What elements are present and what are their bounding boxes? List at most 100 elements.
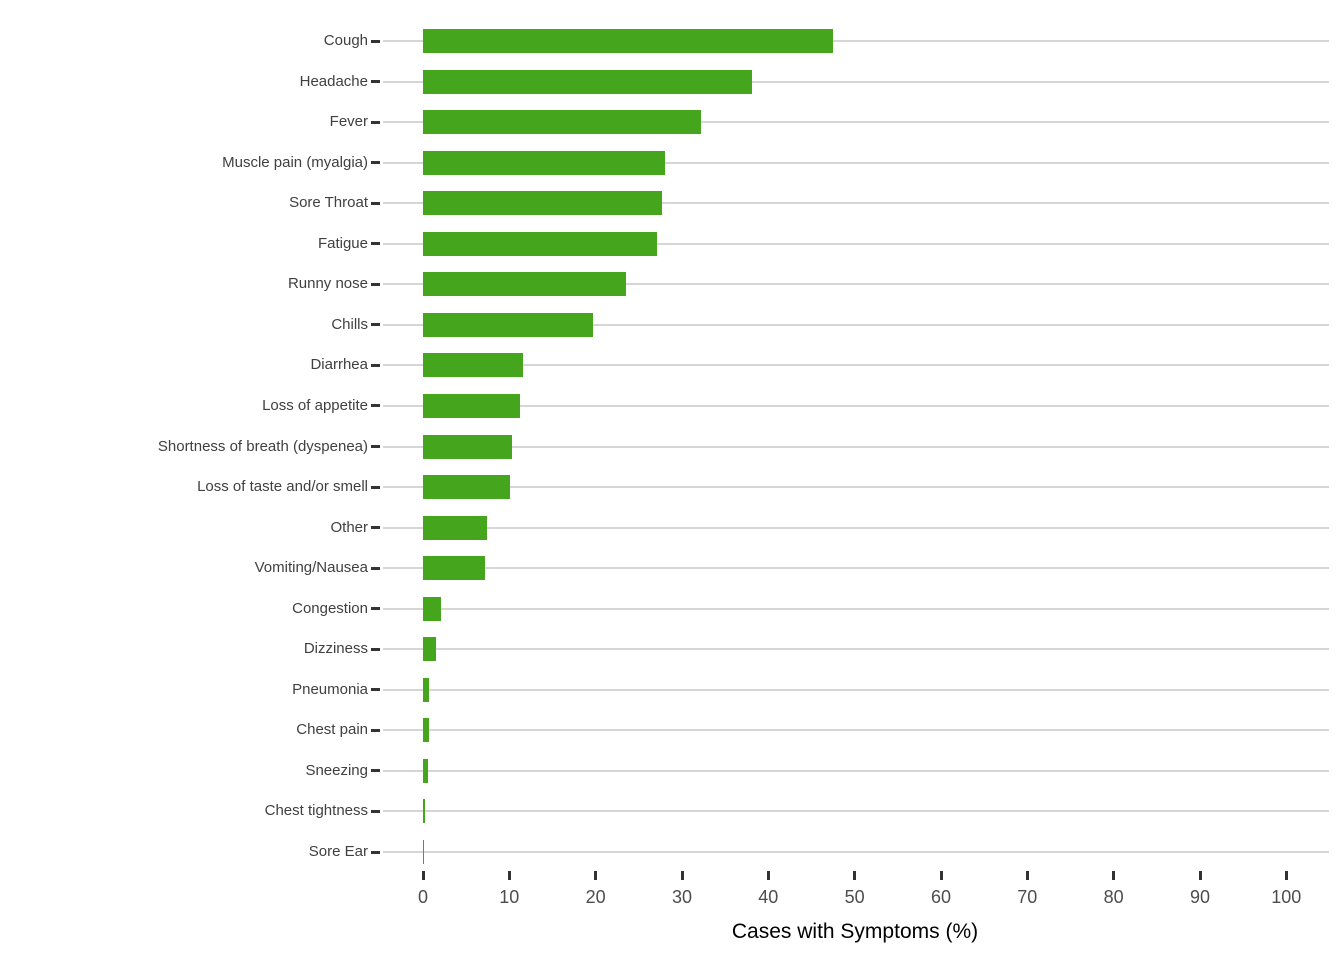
bar xyxy=(423,718,429,743)
x-axis-tick-label: 10 xyxy=(499,887,520,907)
bar xyxy=(423,758,428,783)
x-axis-tick xyxy=(1198,871,1202,880)
x-axis-tick-label: 20 xyxy=(585,887,606,907)
y-axis-tick xyxy=(371,39,380,43)
category-label: Chest tightness xyxy=(264,802,368,820)
category-label: Other xyxy=(330,518,368,536)
y-axis-tick xyxy=(371,120,380,124)
x-axis-title: Cases with Symptoms (%) xyxy=(731,920,979,943)
x-axis-tick-label: 0 xyxy=(417,887,428,907)
gridline xyxy=(383,242,1329,245)
x-axis-tick-label: 70 xyxy=(1017,887,1038,907)
category-label: Diarrhea xyxy=(310,356,368,374)
bar xyxy=(423,556,485,581)
gridline xyxy=(383,567,1329,570)
category-label: Sneezing xyxy=(305,761,368,779)
category-label: Sore Ear xyxy=(308,843,368,860)
x-axis-tick-label: 40 xyxy=(758,887,779,907)
gridline xyxy=(383,161,1329,164)
category-label: Loss of taste and/or smell xyxy=(197,478,368,495)
bar xyxy=(423,150,665,175)
gridline xyxy=(383,607,1329,610)
bar xyxy=(423,799,425,824)
bar xyxy=(423,312,593,337)
category-label: Dizziness xyxy=(303,640,368,658)
gridline xyxy=(383,526,1329,529)
y-axis-tick xyxy=(371,323,380,327)
gridline xyxy=(383,851,1329,853)
y-axis-tick xyxy=(371,201,380,205)
y-axis-tick xyxy=(371,769,380,773)
y-axis-tick xyxy=(371,850,380,854)
x-axis-tick xyxy=(507,871,511,880)
bar xyxy=(423,840,424,864)
x-axis-tick-label: 100 xyxy=(1271,887,1302,907)
gridline xyxy=(383,648,1329,651)
category-label: Runny nose xyxy=(287,275,368,293)
bar xyxy=(423,110,701,135)
x-axis-tick-label: 30 xyxy=(671,887,693,907)
bar xyxy=(423,231,657,256)
y-axis-tick xyxy=(371,282,380,286)
x-axis-tick xyxy=(1284,871,1288,880)
category-label: Fatigue xyxy=(317,234,368,252)
gridline xyxy=(383,202,1329,205)
gridline xyxy=(383,445,1329,448)
y-axis-tick xyxy=(371,728,380,732)
category-label: Muscle pain (myalgia) xyxy=(222,153,368,171)
category-label: Sore Throat xyxy=(289,194,368,212)
gridline xyxy=(383,80,1329,83)
gridline xyxy=(383,729,1329,732)
x-axis-tick xyxy=(421,871,425,880)
category-label: Congestion xyxy=(292,599,368,617)
category-label: Headache xyxy=(299,72,368,90)
bar xyxy=(423,353,523,378)
x-axis-tick xyxy=(594,871,598,880)
gridline xyxy=(383,40,1329,42)
y-axis-tick xyxy=(371,404,380,408)
gridline xyxy=(383,404,1329,407)
y-axis-tick xyxy=(371,526,380,530)
x-axis-tick-label: 80 xyxy=(1103,887,1124,907)
x-axis-tick-label: 60 xyxy=(930,887,952,907)
y-axis-tick xyxy=(371,688,380,692)
x-axis-tick xyxy=(680,871,684,880)
bar xyxy=(423,677,429,702)
y-axis-tick xyxy=(371,607,380,611)
category-label: Chills xyxy=(331,315,368,333)
x-axis-tick xyxy=(853,871,857,880)
gridline xyxy=(383,810,1329,813)
bar xyxy=(423,191,662,216)
category-label: Fever xyxy=(329,113,368,131)
bar xyxy=(423,393,520,418)
gridline xyxy=(383,364,1329,367)
gridline xyxy=(383,688,1329,691)
y-axis-tick xyxy=(371,485,380,489)
bar xyxy=(423,434,512,459)
y-axis-tick xyxy=(371,566,380,570)
bar xyxy=(423,475,510,499)
y-axis-tick xyxy=(371,161,380,165)
category-label: Vomiting/Nausea xyxy=(254,559,368,577)
category-label: Shortness of breath (dyspenea) xyxy=(157,437,368,455)
bar xyxy=(423,596,441,621)
gridline xyxy=(383,121,1329,124)
x-axis-tick xyxy=(939,871,943,880)
gridline xyxy=(383,769,1329,772)
y-axis-tick xyxy=(371,809,380,813)
gridline xyxy=(383,283,1329,286)
category-label: Cough xyxy=(323,32,368,49)
category-label: Pneumonia xyxy=(292,680,368,698)
x-axis-tick xyxy=(1112,871,1116,880)
y-axis-tick xyxy=(371,363,380,367)
gridline xyxy=(383,486,1329,488)
x-axis-tick xyxy=(766,871,770,880)
category-label: Loss of appetite xyxy=(262,396,368,414)
y-axis-tick xyxy=(371,647,380,651)
y-axis-tick xyxy=(371,80,380,83)
bar xyxy=(423,637,436,662)
bar xyxy=(423,69,752,94)
bar xyxy=(423,515,487,540)
bar xyxy=(423,272,626,297)
gridline xyxy=(383,323,1329,326)
